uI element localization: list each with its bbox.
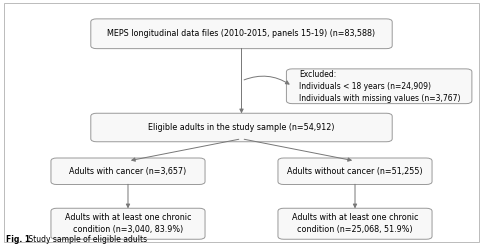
Text: Adults with at least one chronic
condition (n=3,040, 83.9%): Adults with at least one chronic conditi… (65, 213, 191, 234)
Text: MEPS longitudinal data files (2010-2015, panels 15-19) (n=83,588): MEPS longitudinal data files (2010-2015,… (107, 29, 376, 38)
Text: Eligible adults in the study sample (n=54,912): Eligible adults in the study sample (n=5… (148, 123, 335, 132)
FancyBboxPatch shape (278, 208, 432, 239)
FancyBboxPatch shape (91, 113, 392, 142)
FancyBboxPatch shape (91, 19, 392, 48)
Text: Adults without cancer (n=51,255): Adults without cancer (n=51,255) (287, 167, 423, 176)
FancyBboxPatch shape (51, 158, 205, 184)
Text: Study sample of eligible adults: Study sample of eligible adults (26, 236, 147, 244)
FancyBboxPatch shape (51, 208, 205, 239)
Text: Excluded:
Individuals < 18 years (n=24,909)
Individuals with missing values (n=3: Excluded: Individuals < 18 years (n=24,9… (299, 70, 461, 102)
Text: Adults with cancer (n=3,657): Adults with cancer (n=3,657) (70, 167, 186, 176)
FancyBboxPatch shape (278, 158, 432, 184)
Text: Fig. 1: Fig. 1 (6, 236, 30, 244)
FancyBboxPatch shape (286, 69, 472, 103)
Text: Adults with at least one chronic
condition (n=25,068, 51.9%): Adults with at least one chronic conditi… (292, 213, 418, 234)
